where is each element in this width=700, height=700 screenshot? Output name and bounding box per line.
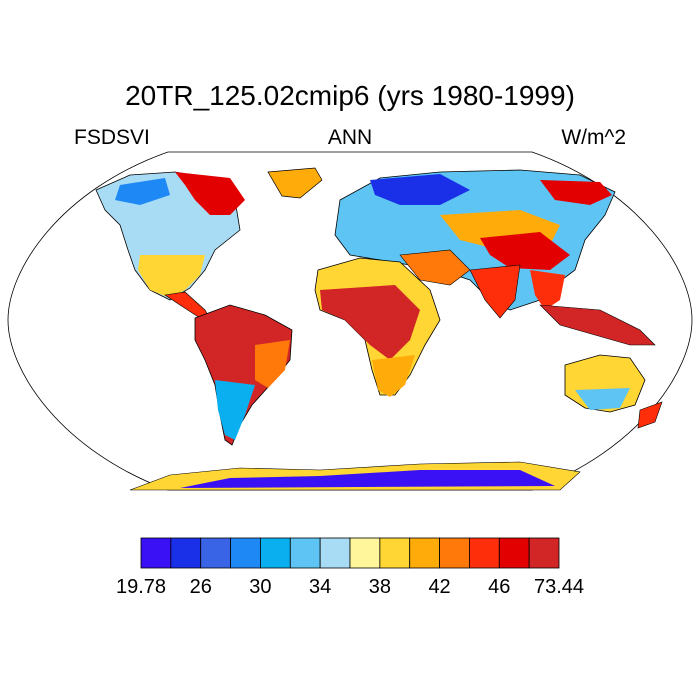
colorbar-tick-label: 46: [488, 576, 510, 598]
south-america-east: [255, 340, 290, 388]
colorbar-tick-label: 38: [369, 576, 391, 598]
colorbar-box: [319, 537, 351, 569]
north-america-south: [138, 255, 205, 298]
colorbar-box: [170, 537, 202, 569]
maritime-continent: [539, 304, 656, 346]
colorbar-tick-label: 19.78: [116, 576, 166, 598]
colorbar-box: [260, 537, 291, 569]
units-label: W/m^2: [561, 126, 626, 149]
colorbar-box: [230, 537, 261, 569]
variable-label: FSDSVI: [74, 126, 150, 149]
chart-title: 20TR_125.02cmip6 (yrs 1980-1999): [125, 80, 575, 111]
colorbar-box: [349, 537, 381, 569]
northeast-asia-warm: [540, 180, 612, 205]
africa-south: [372, 355, 415, 397]
north-america-canada-warm: [175, 172, 245, 215]
eurasia: [334, 169, 616, 319]
antarctica-interior: [180, 470, 555, 488]
colorbar-box: [469, 537, 500, 569]
south-america: [194, 304, 293, 446]
australia: [564, 354, 646, 413]
greenland: [267, 167, 323, 199]
antarctica: [129, 461, 581, 491]
colorbar-box: [409, 537, 440, 569]
colorbar-box: [140, 537, 172, 569]
colorbar-box: [498, 537, 530, 569]
colorbar-tick-label: 73.44: [534, 576, 584, 598]
colorbar-tick-label: 34: [309, 576, 331, 598]
colorbar-box: [289, 537, 321, 569]
season-label: ANN: [327, 126, 373, 149]
colorbar-labels: 19.78 26 30 34 38 42 46 73.44: [116, 576, 584, 598]
siberia-cold: [370, 174, 470, 205]
new-zealand: [637, 401, 663, 429]
colorbar-box: [439, 537, 470, 569]
colorbar-tick-label: 42: [428, 576, 450, 598]
colorbar-box: [200, 537, 231, 569]
colorbar-box: [528, 537, 560, 569]
colorbar-tick-label: 30: [249, 576, 271, 598]
india: [469, 264, 521, 319]
north-america-arctic: [115, 178, 170, 205]
middle-east: [399, 249, 471, 286]
australia-south: [575, 388, 630, 410]
africa-central: [320, 285, 420, 360]
colorbar-boxes: [140, 537, 560, 569]
north-america: [95, 167, 323, 323]
colorbar-tick-label: 26: [190, 576, 212, 598]
colorbar-box: [379, 537, 411, 569]
tibet: [480, 232, 570, 270]
africa: [314, 257, 441, 397]
south-america-south: [215, 380, 255, 440]
southeast-asia: [530, 270, 565, 310]
